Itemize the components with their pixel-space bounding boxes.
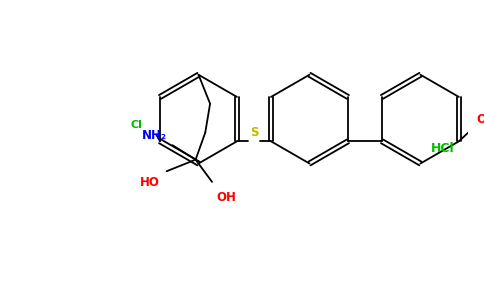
Text: OH: OH [217, 190, 237, 203]
Text: HCl: HCl [431, 142, 454, 154]
Text: S: S [250, 126, 258, 140]
Text: NH₂: NH₂ [142, 129, 166, 142]
Text: HO: HO [140, 176, 160, 189]
Text: Cl: Cl [131, 120, 143, 130]
Text: O: O [476, 113, 484, 126]
